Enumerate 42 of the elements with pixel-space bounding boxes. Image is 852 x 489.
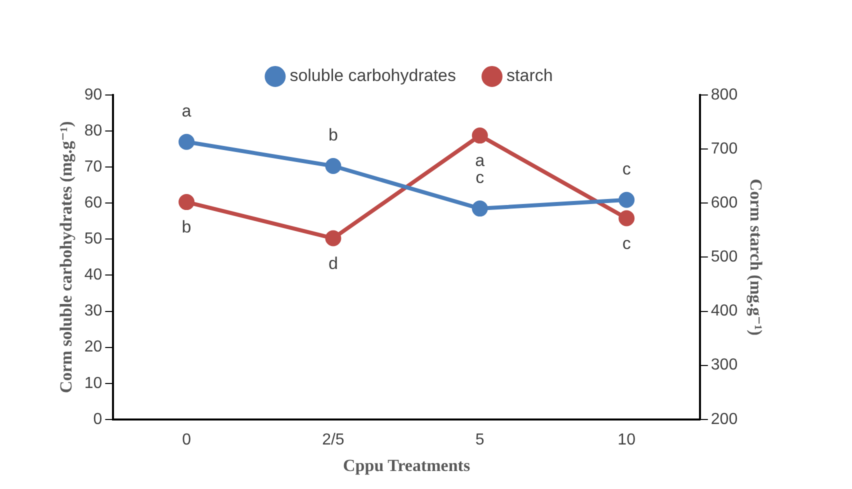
y-tick-label: 0 bbox=[93, 410, 102, 428]
point bbox=[472, 128, 488, 144]
x-tick-label: 0 bbox=[182, 431, 192, 448]
x-tick-label: 2/5 bbox=[322, 431, 344, 448]
point bbox=[325, 158, 342, 174]
y2-tick-label: 600 bbox=[710, 194, 738, 212]
y-axis-title: Corm soluble carbohydrates (mg.g⁻¹) bbox=[56, 121, 76, 394]
annotation: c bbox=[476, 168, 485, 188]
y-tick-label: 60 bbox=[84, 194, 102, 212]
point bbox=[178, 134, 195, 150]
y2-tick-label: 300 bbox=[710, 356, 738, 374]
y-tick-label: 30 bbox=[84, 302, 102, 320]
y2-tick-label: 800 bbox=[710, 86, 738, 104]
point bbox=[618, 192, 635, 208]
point bbox=[618, 210, 635, 226]
y-tick-label: 70 bbox=[84, 158, 102, 176]
y-tick-label: 20 bbox=[84, 338, 102, 356]
y2-tick-label: 400 bbox=[710, 302, 738, 320]
y-tick-label: 90 bbox=[84, 86, 102, 104]
legend-label: soluble carbohydrates bbox=[290, 66, 456, 86]
y2-tick-label: 500 bbox=[710, 248, 738, 266]
y-tick-label: 40 bbox=[84, 266, 102, 284]
x-tick-label: 5 bbox=[475, 431, 484, 448]
y-tick-label: 50 bbox=[84, 230, 102, 248]
annotation: b bbox=[328, 126, 338, 145]
annotation: c bbox=[622, 160, 632, 179]
point bbox=[178, 194, 195, 210]
annotation: d bbox=[328, 254, 338, 273]
point bbox=[472, 200, 488, 217]
y2-tick-label: 200 bbox=[710, 410, 738, 428]
legend-label: starch bbox=[506, 66, 553, 86]
y-tick-label: 10 bbox=[84, 374, 102, 392]
annotation: b bbox=[182, 218, 192, 237]
y2-tick-label: 700 bbox=[710, 140, 738, 158]
annotation: a bbox=[182, 102, 192, 121]
annotation: a bbox=[475, 151, 486, 170]
annotation: c bbox=[622, 234, 632, 253]
y2-axis-title: Corm starch (mg.g⁻¹) bbox=[746, 178, 766, 336]
x-tick-label: 10 bbox=[618, 431, 636, 448]
point bbox=[325, 230, 342, 246]
y-tick-label: 80 bbox=[84, 122, 102, 140]
x-axis-title: Cppu Treatments bbox=[343, 456, 470, 476]
